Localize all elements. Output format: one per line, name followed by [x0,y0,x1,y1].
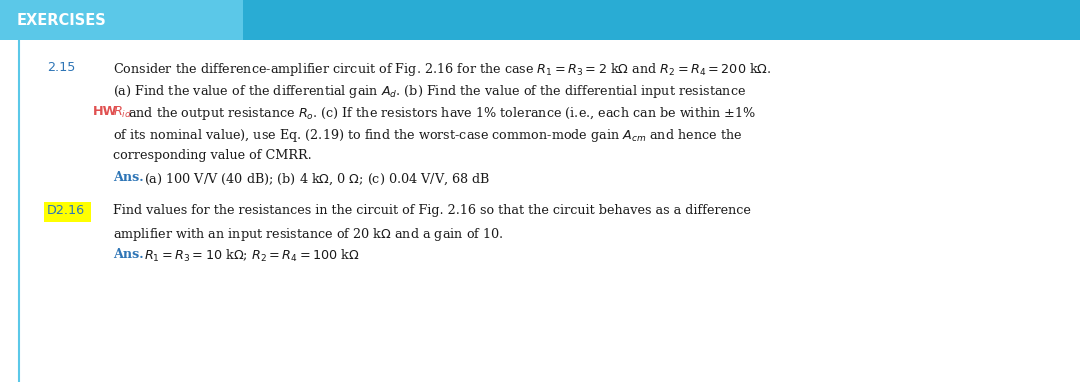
Text: and the output resistance $R_o$. (c) If the resistors have 1% tolerance (i.e., e: and the output resistance $R_o$. (c) If … [129,105,756,122]
Text: $R_{id}$: $R_{id}$ [112,105,132,120]
Text: of its nominal value), use Eq. (2.19) to find the worst-case common-mode gain $A: of its nominal value), use Eq. (2.19) to… [112,127,742,144]
Text: corresponding value of CMRR.: corresponding value of CMRR. [112,149,311,162]
Text: EXERCISES: EXERCISES [17,13,107,28]
Text: (a) Find the value of the differential gain $A_d$. (b) Find the value of the dif: (a) Find the value of the differential g… [112,83,746,100]
Text: 2.15: 2.15 [46,61,76,74]
Text: D2.16: D2.16 [46,204,85,217]
Text: amplifier with an input resistance of 20 k$\Omega$ and a gain of 10.: amplifier with an input resistance of 20… [112,226,503,243]
Text: Ans.: Ans. [112,248,144,261]
Text: $R_1=R_3=10$ k$\Omega$; $R_2=R_4=100$ k$\Omega$: $R_1=R_3=10$ k$\Omega$; $R_2=R_4=100$ k$… [144,248,360,264]
Text: Find values for the resistances in the circuit of Fig. 2.16 so that the circuit : Find values for the resistances in the c… [112,204,751,217]
Text: (a) 100 V/V (40 dB); (b) 4 k$\Omega$, 0 $\Omega$; (c) 0.04 V/V, 68 dB: (a) 100 V/V (40 dB); (b) 4 k$\Omega$, 0 … [144,172,490,187]
FancyBboxPatch shape [44,202,91,222]
Text: HW: HW [93,105,118,118]
Text: Ans.: Ans. [112,172,144,185]
Text: Consider the difference-amplifier circuit of Fig. 2.16 for the case $R_1=R_3=2$ : Consider the difference-amplifier circui… [112,61,771,78]
